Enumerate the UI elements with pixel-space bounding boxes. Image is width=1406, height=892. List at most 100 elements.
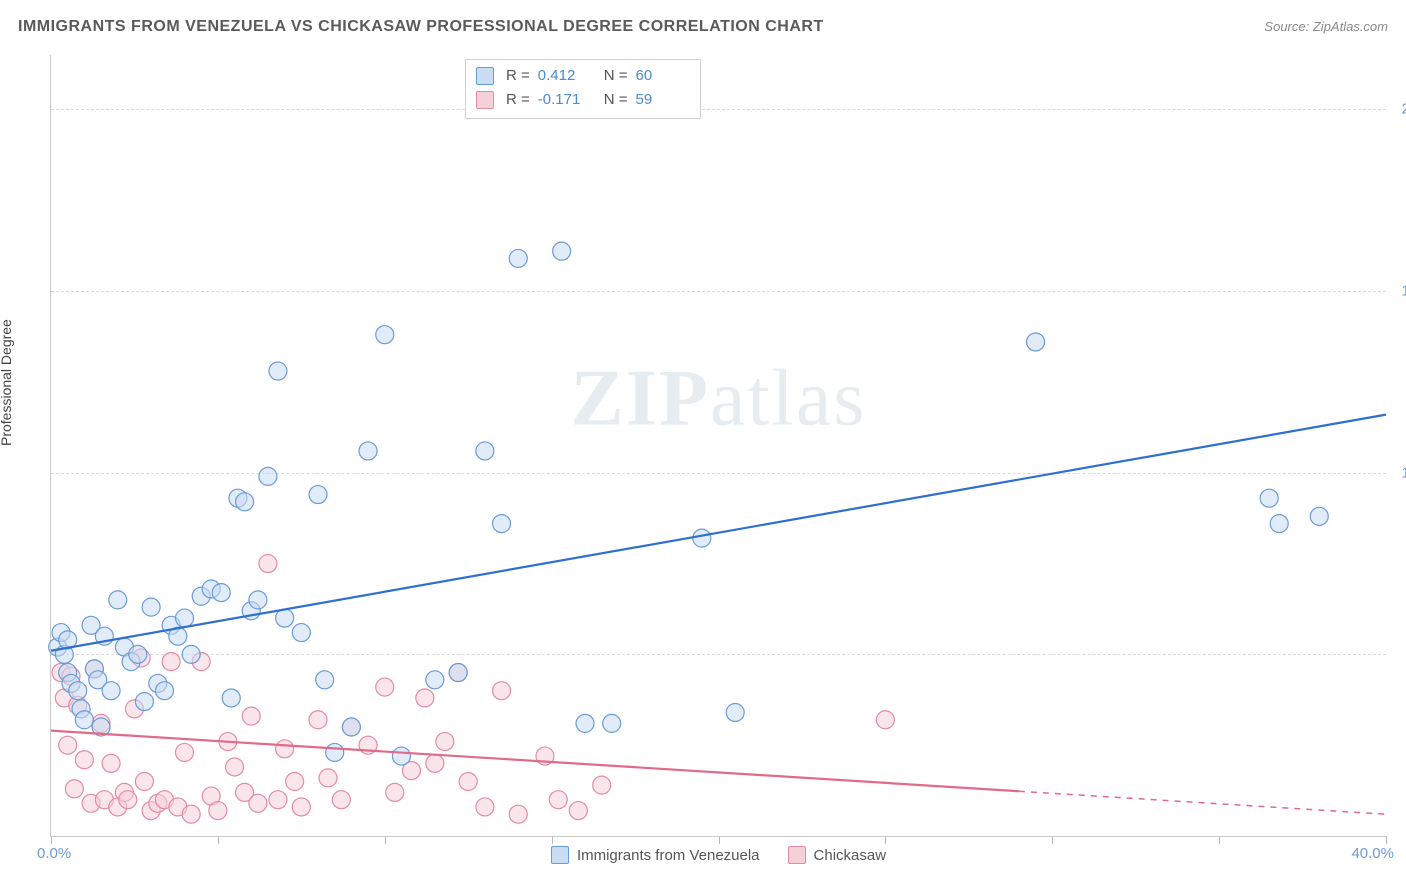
scatter-point-venezuela xyxy=(69,682,87,700)
scatter-point-chickasaw xyxy=(102,754,120,772)
scatter-point-venezuela xyxy=(449,664,467,682)
scatter-point-chickasaw xyxy=(162,653,180,671)
scatter-point-venezuela xyxy=(326,743,344,761)
scatter-point-venezuela xyxy=(309,486,327,504)
y-tick-label: 15.0% xyxy=(1401,283,1406,300)
scatter-point-chickasaw xyxy=(569,802,587,820)
scatter-point-chickasaw xyxy=(416,689,434,707)
scatter-point-venezuela xyxy=(102,682,120,700)
scatter-point-venezuela xyxy=(135,693,153,711)
x-tick xyxy=(1052,836,1053,844)
scatter-point-venezuela xyxy=(1270,515,1288,533)
scatter-point-chickasaw xyxy=(292,798,310,816)
x-tick xyxy=(385,836,386,844)
swatch-chickasaw xyxy=(788,846,806,864)
scatter-point-venezuela xyxy=(1027,333,1045,351)
scatter-point-venezuela xyxy=(259,467,277,485)
scatter-point-venezuela xyxy=(376,326,394,344)
x-tick xyxy=(1219,836,1220,844)
scatter-point-chickasaw xyxy=(249,794,267,812)
scatter-point-chickasaw xyxy=(309,711,327,729)
scatter-point-venezuela xyxy=(75,711,93,729)
scatter-point-venezuela xyxy=(476,442,494,460)
scatter-point-venezuela xyxy=(142,598,160,616)
source-name: ZipAtlas.com xyxy=(1313,19,1388,34)
y-tick-label: 20.0% xyxy=(1401,101,1406,118)
scatter-point-venezuela xyxy=(726,703,744,721)
scatter-point-venezuela xyxy=(493,515,511,533)
scatter-point-chickasaw xyxy=(493,682,511,700)
scatter-point-chickasaw xyxy=(135,773,153,791)
scatter-point-chickasaw xyxy=(59,736,77,754)
scatter-point-chickasaw xyxy=(65,780,83,798)
scatter-point-venezuela xyxy=(276,609,294,627)
scatter-point-venezuela xyxy=(1310,507,1328,525)
legend-item-chickasaw: Chickasaw xyxy=(788,846,887,864)
x-tick xyxy=(719,836,720,844)
scatter-point-venezuela xyxy=(426,671,444,689)
legend-label-chickasaw: Chickasaw xyxy=(814,847,887,864)
scatter-point-venezuela xyxy=(249,591,267,609)
scatter-point-venezuela xyxy=(129,645,147,663)
scatter-point-chickasaw xyxy=(593,776,611,794)
source-attribution: Source: ZipAtlas.com xyxy=(1264,19,1388,34)
trend-line-chickasaw xyxy=(51,731,1019,792)
scatter-point-chickasaw xyxy=(226,758,244,776)
x-tick xyxy=(885,836,886,844)
scatter-point-chickasaw xyxy=(876,711,894,729)
scatter-point-chickasaw xyxy=(182,805,200,823)
scatter-point-venezuela xyxy=(693,529,711,547)
scatter-point-venezuela xyxy=(576,714,594,732)
scatter-point-chickasaw xyxy=(386,783,404,801)
scatter-point-venezuela xyxy=(212,584,230,602)
scatter-point-chickasaw xyxy=(436,733,454,751)
scatter-point-venezuela xyxy=(603,714,621,732)
chart-title: IMMIGRANTS FROM VENEZUELA VS CHICKASAW P… xyxy=(18,18,824,36)
scatter-point-chickasaw xyxy=(176,743,194,761)
swatch-venezuela xyxy=(551,846,569,864)
scatter-point-venezuela xyxy=(392,747,410,765)
y-tick-label: 10.0% xyxy=(1401,464,1406,481)
x-tick xyxy=(552,836,553,844)
x-tick xyxy=(1386,836,1387,844)
scatter-point-chickasaw xyxy=(286,773,304,791)
y-axis-label: Professional Degree xyxy=(0,319,14,446)
scatter-point-chickasaw xyxy=(269,791,287,809)
scatter-point-venezuela xyxy=(176,609,194,627)
scatter-point-venezuela xyxy=(109,591,127,609)
legend-label-venezuela: Immigrants from Venezuela xyxy=(577,847,760,864)
scatter-point-chickasaw xyxy=(476,798,494,816)
scatter-point-venezuela xyxy=(182,645,200,663)
legend-item-venezuela: Immigrants from Venezuela xyxy=(551,846,760,864)
scatter-point-chickasaw xyxy=(119,791,137,809)
scatter-point-chickasaw xyxy=(259,555,277,573)
scatter-point-chickasaw xyxy=(209,802,227,820)
scatter-svg xyxy=(51,55,1386,836)
scatter-point-venezuela xyxy=(269,362,287,380)
scatter-point-venezuela xyxy=(222,689,240,707)
scatter-point-chickasaw xyxy=(332,791,350,809)
source-label: Source: xyxy=(1264,19,1309,34)
trend-line-chickasaw-dashed xyxy=(1019,791,1386,814)
scatter-point-venezuela xyxy=(316,671,334,689)
plot-area: ZIPatlas 5.0%10.0%15.0%20.0% 0.0% 40.0% … xyxy=(50,55,1386,837)
trend-line-venezuela xyxy=(51,415,1386,651)
scatter-point-chickasaw xyxy=(319,769,337,787)
scatter-point-chickasaw xyxy=(276,740,294,758)
scatter-point-chickasaw xyxy=(509,805,527,823)
scatter-point-venezuela xyxy=(509,249,527,267)
series-legend: Immigrants from Venezuela Chickasaw xyxy=(51,846,1386,864)
scatter-point-chickasaw xyxy=(459,773,477,791)
scatter-point-venezuela xyxy=(1260,489,1278,507)
scatter-point-venezuela xyxy=(236,493,254,511)
scatter-point-chickasaw xyxy=(426,754,444,772)
scatter-point-venezuela xyxy=(292,624,310,642)
scatter-point-venezuela xyxy=(155,682,173,700)
scatter-point-chickasaw xyxy=(242,707,260,725)
scatter-point-chickasaw xyxy=(549,791,567,809)
x-tick xyxy=(218,836,219,844)
scatter-point-venezuela xyxy=(342,718,360,736)
scatter-point-venezuela xyxy=(553,242,571,260)
scatter-point-chickasaw xyxy=(376,678,394,696)
scatter-point-chickasaw xyxy=(75,751,93,769)
